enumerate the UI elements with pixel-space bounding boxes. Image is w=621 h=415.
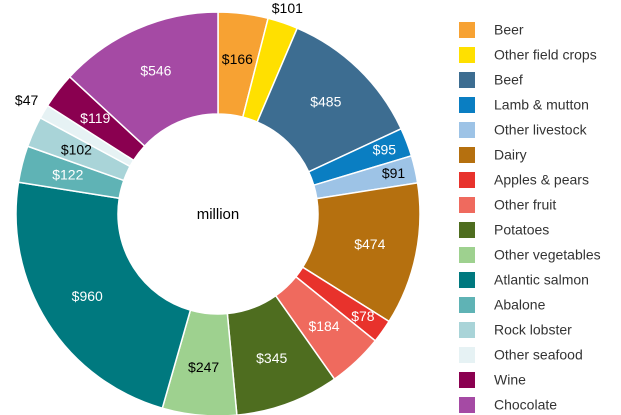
legend-swatch	[459, 297, 475, 313]
legend-label: Potatoes	[494, 222, 549, 238]
legend-label: Beer	[494, 22, 524, 38]
legend-label: Atlantic salmon	[494, 272, 589, 288]
legend-label: Rock lobster	[494, 322, 572, 338]
legend-swatch	[459, 72, 475, 88]
data-label: $345	[256, 350, 287, 366]
legend-swatch	[459, 147, 475, 163]
legend-label: Other vegetables	[494, 247, 601, 263]
legend-label: Other field crops	[494, 47, 597, 63]
legend-label: Lamb & mutton	[494, 97, 589, 113]
legend-swatch	[459, 172, 475, 188]
legend-swatch	[459, 397, 475, 413]
legend-swatch	[459, 197, 475, 213]
data-label: $47	[15, 92, 39, 108]
legend-swatch	[459, 322, 475, 338]
legend-label: Wine	[494, 372, 526, 388]
data-label: $101	[272, 0, 303, 16]
legend-label: Other seafood	[494, 347, 583, 363]
legend-swatch	[459, 47, 475, 63]
legend-swatch	[459, 372, 475, 388]
data-label: $95	[373, 141, 397, 157]
legend-swatch	[459, 122, 475, 138]
legend-label: Other livestock	[494, 122, 588, 138]
legend-swatch	[459, 272, 475, 288]
slice	[15, 181, 192, 410]
legend-swatch	[459, 97, 475, 113]
data-label: $122	[52, 166, 83, 182]
data-label: $184	[308, 318, 339, 334]
data-label: $166	[222, 51, 253, 67]
legend-swatch	[459, 247, 475, 263]
legend-label: Dairy	[494, 147, 527, 163]
legend-label: Abalone	[494, 297, 546, 313]
legend-label: Other fruit	[494, 197, 556, 213]
data-label: $119	[80, 110, 110, 126]
data-label: $960	[72, 288, 103, 304]
legend-label: Chocolate	[494, 397, 557, 413]
data-label: $78	[351, 308, 375, 324]
data-label: $485	[310, 93, 341, 109]
center-text: million	[197, 206, 240, 223]
legend-label: Apples & pears	[494, 172, 589, 188]
legend-label: Beef	[494, 72, 523, 88]
legend-swatch	[459, 22, 475, 38]
slice	[68, 11, 219, 148]
data-label: $247	[188, 359, 219, 375]
data-label: $546	[140, 63, 171, 79]
data-label: $91	[382, 165, 406, 181]
legend-swatch	[459, 222, 475, 238]
legend-swatch	[459, 347, 475, 363]
data-label: $474	[354, 236, 385, 252]
data-label: $102	[61, 142, 92, 158]
slice	[226, 294, 336, 415]
